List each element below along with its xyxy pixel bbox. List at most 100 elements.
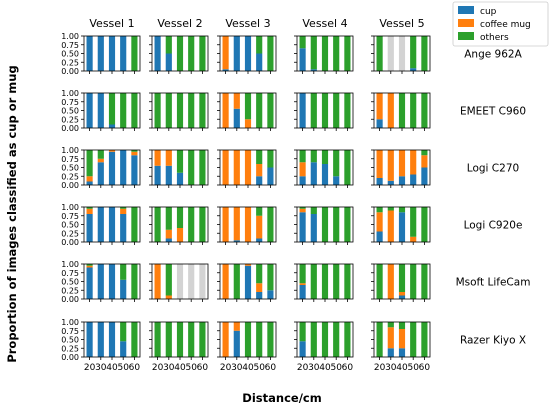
x-axis-label: Distance/cm bbox=[242, 391, 321, 405]
bar-coffee-mug bbox=[97, 158, 104, 163]
bar-coffee-mug bbox=[299, 283, 306, 285]
x-tick-label: 50 bbox=[117, 363, 129, 373]
panel: 20 30 40 50 60 bbox=[217, 321, 277, 373]
bar-others bbox=[120, 322, 127, 342]
bar-coffee-mug bbox=[410, 236, 417, 242]
bar-others bbox=[244, 93, 252, 120]
bar-cup bbox=[299, 212, 306, 242]
bar-cup bbox=[398, 295, 406, 299]
legend-label: coffee mug bbox=[480, 20, 531, 30]
bar-coffee-mug bbox=[244, 119, 252, 128]
bar-cup bbox=[244, 36, 252, 71]
x-tick-label: 40 bbox=[319, 363, 331, 373]
bar-others bbox=[344, 150, 351, 185]
bar-others bbox=[333, 322, 340, 357]
bar-others bbox=[120, 93, 127, 128]
y-tick-label: 1.00 bbox=[61, 260, 79, 269]
bar-others bbox=[256, 150, 263, 164]
bar-others bbox=[120, 264, 127, 280]
bar-coffee-mug bbox=[86, 208, 93, 214]
panel bbox=[149, 206, 209, 245]
bar-cup bbox=[165, 53, 172, 71]
bar-cup bbox=[376, 178, 383, 185]
bar-others bbox=[310, 207, 317, 214]
bar-others bbox=[310, 150, 317, 163]
bar-coffee-mug bbox=[233, 93, 240, 109]
bar-others bbox=[421, 207, 428, 242]
legend: cup coffee mug others bbox=[452, 1, 549, 47]
bar-coffee-mug bbox=[398, 329, 406, 349]
bar-cup bbox=[256, 176, 263, 185]
bar-cup bbox=[120, 36, 127, 71]
row-label: Ange 962A bbox=[464, 49, 522, 61]
bar-others bbox=[188, 207, 195, 242]
bar-coffee-mug bbox=[421, 155, 428, 168]
bar-others bbox=[256, 36, 263, 54]
bar-cup bbox=[233, 330, 240, 357]
y-tick-label: 1.00 bbox=[61, 203, 79, 212]
bar-coffee-mug bbox=[86, 265, 93, 268]
bar-cup bbox=[398, 212, 406, 242]
bar-cup bbox=[299, 93, 306, 128]
bar-others bbox=[321, 150, 329, 164]
bar-cup bbox=[97, 93, 104, 128]
bar-others bbox=[398, 207, 406, 213]
y-tick-label: 0.25 bbox=[61, 58, 79, 67]
bar-coffee-mug bbox=[256, 164, 263, 177]
panel: Vessel 3 bbox=[217, 17, 277, 74]
x-tick-label: 30 bbox=[163, 363, 175, 373]
bar-others bbox=[299, 36, 306, 49]
bar-others bbox=[165, 207, 172, 230]
bar-others bbox=[188, 150, 195, 185]
y-tick-label: 1.00 bbox=[61, 318, 79, 327]
panel: 20 30 40 50 60 bbox=[149, 321, 209, 373]
bar-others bbox=[410, 264, 417, 299]
y-tick-label: 0.50 bbox=[61, 50, 79, 59]
bar-others bbox=[321, 207, 329, 242]
y-tick-label: 0.50 bbox=[61, 107, 79, 116]
bar-others bbox=[310, 264, 317, 299]
bar-cup bbox=[120, 214, 127, 242]
x-tick-label: 60 bbox=[129, 363, 141, 373]
bar-cup bbox=[256, 238, 263, 242]
row-label: Logi C920e bbox=[464, 220, 523, 232]
bar-cup bbox=[376, 119, 383, 128]
bar-others bbox=[333, 207, 340, 242]
bar-coffee-mug bbox=[222, 36, 229, 70]
bar-cup bbox=[108, 264, 116, 299]
bar-others bbox=[421, 322, 428, 357]
panel bbox=[371, 92, 431, 131]
x-tick-label: 20 bbox=[220, 363, 232, 373]
y-tick-label: 0.00 bbox=[61, 67, 79, 76]
legend-swatch bbox=[458, 6, 474, 14]
bar-others bbox=[267, 207, 274, 242]
bar-others bbox=[176, 322, 184, 357]
bar-cup bbox=[97, 36, 104, 71]
x-tick-label: 30 bbox=[385, 363, 397, 373]
bar-others bbox=[199, 207, 206, 242]
bar-missing bbox=[387, 36, 394, 71]
bar-cup bbox=[299, 48, 306, 71]
panel bbox=[294, 149, 354, 188]
bar-cup bbox=[97, 264, 104, 299]
bar-others bbox=[321, 36, 329, 71]
bar-coffee-mug bbox=[376, 212, 383, 232]
bar-coffee-mug bbox=[176, 228, 184, 242]
bar-others bbox=[154, 93, 161, 128]
bar-cup bbox=[154, 36, 161, 71]
bar-missing bbox=[188, 264, 195, 299]
bar-cup bbox=[387, 348, 394, 357]
bar-cup bbox=[86, 181, 93, 185]
bar-others bbox=[199, 36, 206, 71]
bar-cup bbox=[222, 69, 229, 71]
bar-cup bbox=[131, 155, 138, 185]
bar-cup bbox=[376, 231, 383, 242]
bar-cup bbox=[398, 348, 406, 357]
y-tick-label: 0.50 bbox=[61, 336, 79, 345]
bar-coffee-mug bbox=[222, 93, 229, 128]
bar-cup bbox=[86, 214, 93, 242]
bar-coffee-mug bbox=[154, 264, 161, 299]
x-tick-label: 50 bbox=[407, 363, 419, 373]
bar-cup bbox=[165, 165, 172, 185]
